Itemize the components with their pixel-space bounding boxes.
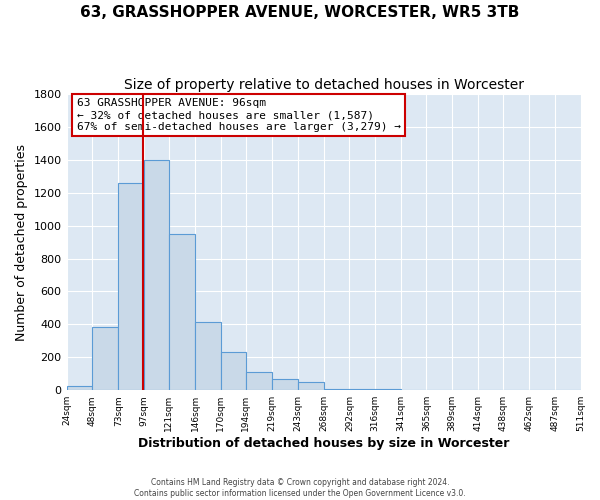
Bar [118,183,143,390]
Bar [324,388,349,390]
Bar [195,322,221,390]
Bar [349,389,375,390]
Text: 63 GRASSHOPPER AVENUE: 96sqm
← 32% of detached houses are smaller (1,587)
67% of: 63 GRASSHOPPER AVENUE: 96sqm ← 32% of de… [77,98,401,132]
Title: Size of property relative to detached houses in Worcester: Size of property relative to detached ho… [124,78,524,92]
Bar [143,160,169,390]
Bar [298,382,324,390]
Bar [67,386,92,390]
X-axis label: Distribution of detached houses by size in Worcester: Distribution of detached houses by size … [138,437,509,450]
Text: 63, GRASSHOPPER AVENUE, WORCESTER, WR5 3TB: 63, GRASSHOPPER AVENUE, WORCESTER, WR5 3… [80,5,520,20]
Bar [246,372,272,390]
Text: Contains HM Land Registry data © Crown copyright and database right 2024.
Contai: Contains HM Land Registry data © Crown c… [134,478,466,498]
Bar [92,327,118,390]
Bar [272,378,298,390]
Y-axis label: Number of detached properties: Number of detached properties [15,144,28,340]
Bar [169,234,195,390]
Bar [221,352,246,390]
